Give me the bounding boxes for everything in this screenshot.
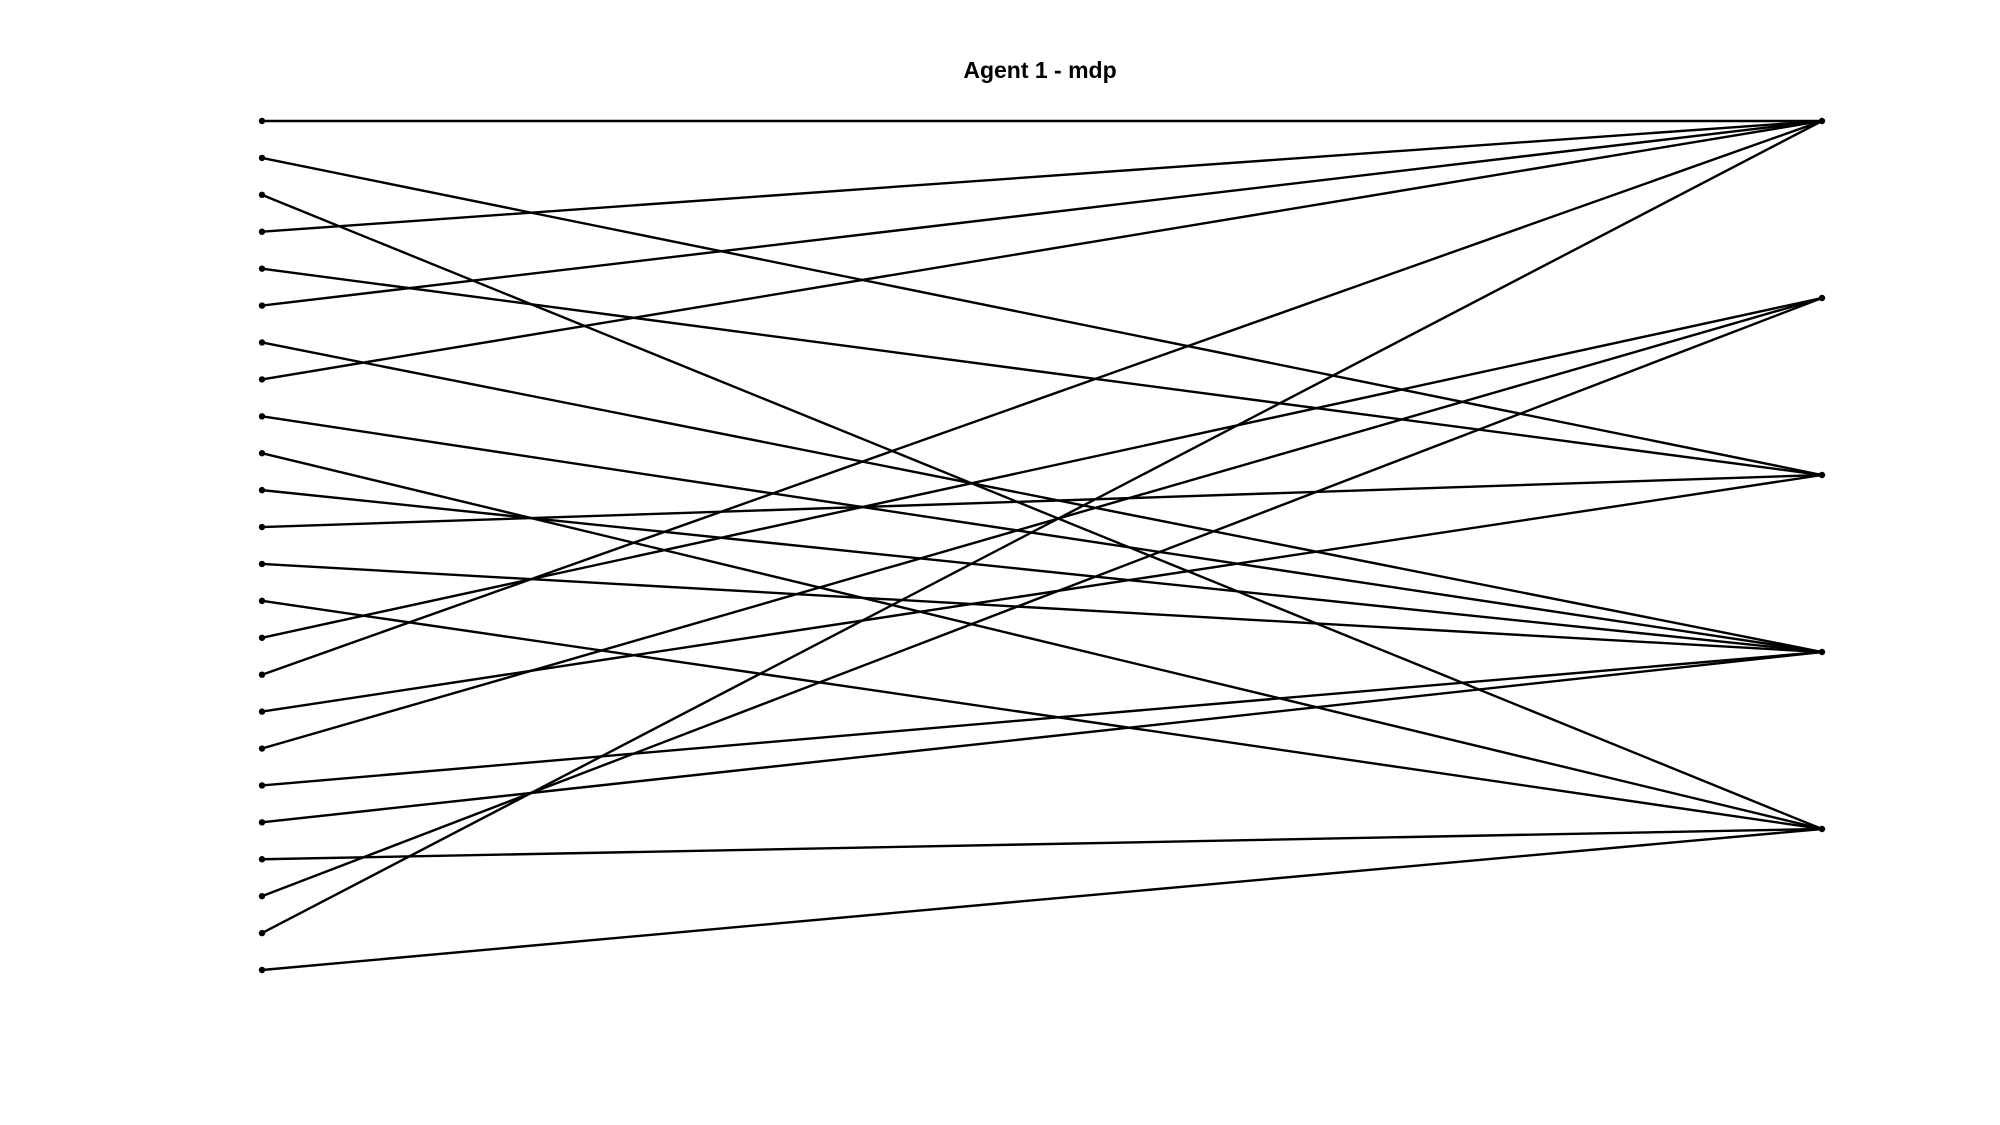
left-node-0 <box>258 117 266 125</box>
edge-2-to-4 <box>261 193 1823 831</box>
left-node-16 <box>258 708 266 715</box>
left-node-7 <box>258 376 266 383</box>
nodes-group <box>258 117 1826 974</box>
left-node-22 <box>258 929 266 937</box>
edge-14-to-1 <box>261 296 1823 639</box>
edges-group <box>261 119 1823 972</box>
left-node-17 <box>258 745 266 752</box>
left-node-5 <box>258 302 266 309</box>
edge-16-to-2 <box>261 473 1823 713</box>
edge-13-to-4 <box>261 599 1823 831</box>
edge-17-to-1 <box>261 296 1823 750</box>
edge-9-to-4 <box>261 452 1823 831</box>
left-node-8 <box>258 413 266 420</box>
left-node-4 <box>258 265 266 272</box>
left-node-3 <box>258 228 266 235</box>
left-node-21 <box>258 892 266 900</box>
edge-3-to-0 <box>261 119 1823 233</box>
edge-23-to-4 <box>261 827 1823 972</box>
left-node-23 <box>258 966 266 974</box>
edge-12-to-3 <box>261 562 1823 654</box>
edge-8-to-3 <box>261 415 1823 654</box>
right-node-0 <box>1818 117 1826 125</box>
left-node-13 <box>258 597 266 605</box>
left-node-11 <box>258 523 266 531</box>
left-node-9 <box>258 450 266 457</box>
edge-20-to-4 <box>261 827 1823 861</box>
left-node-12 <box>258 560 266 568</box>
edge-22-to-0 <box>261 119 1823 935</box>
edge-5-to-0 <box>261 119 1823 307</box>
diagram-title: Agent 1 - mdp <box>963 57 1116 83</box>
edge-4-to-2 <box>261 267 1823 477</box>
right-node-3 <box>1818 648 1826 656</box>
left-node-2 <box>258 191 266 199</box>
left-node-6 <box>258 339 266 346</box>
edge-18-to-3 <box>261 650 1823 787</box>
edge-6-to-3 <box>261 341 1823 654</box>
right-node-2 <box>1818 471 1826 479</box>
edge-19-to-3 <box>261 650 1823 824</box>
left-node-20 <box>258 856 266 863</box>
right-node-4 <box>1818 825 1826 833</box>
left-node-1 <box>258 154 266 162</box>
edge-1-to-2 <box>261 156 1823 477</box>
right-node-1 <box>1818 294 1826 302</box>
edge-7-to-0 <box>261 119 1823 381</box>
left-node-15 <box>258 671 266 678</box>
left-node-14 <box>258 634 266 641</box>
left-node-19 <box>258 819 266 826</box>
edge-15-to-0 <box>261 119 1823 676</box>
edge-11-to-2 <box>261 473 1823 529</box>
edge-10-to-3 <box>261 488 1823 654</box>
left-node-18 <box>258 782 266 789</box>
left-node-10 <box>258 486 266 494</box>
